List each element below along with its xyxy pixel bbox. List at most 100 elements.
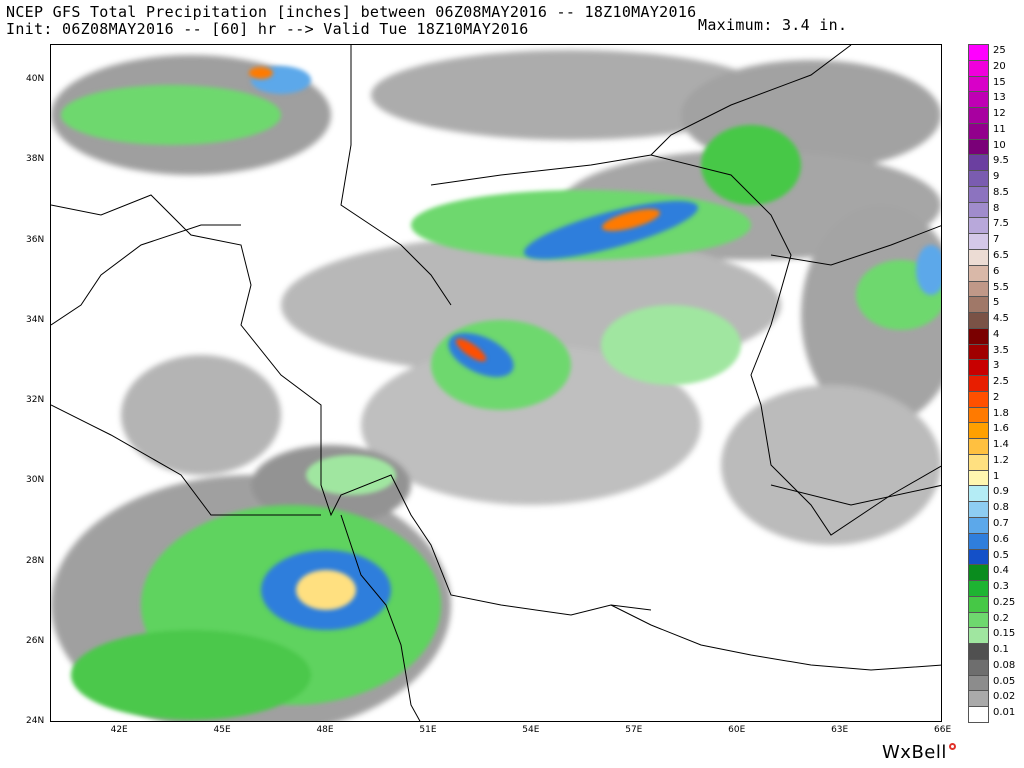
legend-swatch <box>968 690 989 708</box>
legend-swatch <box>968 217 989 235</box>
legend-swatch <box>968 706 989 723</box>
legend-label: 0.7 <box>993 518 1009 530</box>
legend-label: 0.2 <box>993 612 1009 624</box>
legend-swatch <box>968 422 989 440</box>
legend-swatch <box>968 44 989 61</box>
legend-label: 7 <box>993 234 1000 246</box>
legend-label: 4.5 <box>993 313 1009 325</box>
legend-swatch <box>968 674 989 692</box>
lat-tick-label: 30N <box>26 475 45 486</box>
legend-label: 0.08 <box>993 659 1016 671</box>
lat-tick-label: 26N <box>26 635 45 646</box>
legend-label: 1.8 <box>993 407 1009 419</box>
wxbell-logo: WxBell <box>882 742 956 763</box>
legend-swatch <box>968 154 989 172</box>
legend-swatch <box>968 438 989 455</box>
legend-label: 0.5 <box>993 549 1009 561</box>
legend-label: 5.5 <box>993 281 1009 293</box>
legend-label: 1.6 <box>993 423 1009 435</box>
legend-swatch <box>968 643 989 660</box>
legend-swatch <box>968 75 989 93</box>
legend-label: 6.5 <box>993 249 1009 261</box>
legend-label: 0.01 <box>993 707 1016 719</box>
legend-label: 5 <box>993 297 1000 309</box>
lat-tick-label: 40N <box>26 74 45 85</box>
lon-tick-label: 63E <box>831 725 849 735</box>
legend-label: 15 <box>993 76 1006 88</box>
legend-label: 10 <box>993 139 1006 151</box>
maximum-value: Maximum: 3.4 in. <box>698 16 848 34</box>
legend-swatch <box>968 469 989 487</box>
legend-swatch <box>968 59 989 77</box>
legend-swatch <box>968 359 989 377</box>
lat-tick-label: 34N <box>26 314 45 325</box>
lon-tick-label: 42E <box>110 725 128 735</box>
lat-tick-label: 38N <box>26 154 45 165</box>
legend-swatch <box>968 248 989 266</box>
legend-swatch <box>968 91 989 109</box>
legend-label: 0.05 <box>993 675 1016 687</box>
legend-label: 0.3 <box>993 581 1009 593</box>
legend-swatch <box>968 201 989 219</box>
legend-label: 1.2 <box>993 454 1009 466</box>
logo-text: WxBell <box>882 742 947 763</box>
legend-swatch <box>968 107 989 124</box>
legend-label: 25 <box>993 45 1006 56</box>
legend-label: 0.9 <box>993 486 1009 498</box>
lon-tick-label: 48E <box>316 725 334 735</box>
legend-label: 0.1 <box>993 644 1009 656</box>
legend-swatch <box>968 280 989 298</box>
country-borders <box>51 45 941 721</box>
legend-swatch <box>968 406 989 424</box>
logo-dot-icon <box>948 743 956 750</box>
lon-tick-label: 51E <box>419 725 437 735</box>
legend-swatch <box>968 170 989 187</box>
legend-label: 20 <box>993 60 1006 72</box>
legend-swatch <box>968 296 989 314</box>
legend-label: 0.15 <box>993 628 1016 640</box>
legend-label: 0.6 <box>993 533 1009 545</box>
lat-tick-label: 36N <box>26 234 45 245</box>
legend-swatch <box>968 517 989 534</box>
lon-tick-label: 66E <box>934 725 952 735</box>
legend-swatch <box>968 611 989 629</box>
chart-subtitle: Init: 06Z08MAY2016 -- [60] hr --> Valid … <box>6 20 529 38</box>
legend-label: 11 <box>993 123 1006 135</box>
legend-swatch <box>968 233 989 250</box>
legend-swatch <box>968 501 989 519</box>
legend-swatch <box>968 532 989 550</box>
legend-swatch <box>968 564 989 582</box>
precip-peak <box>249 67 661 610</box>
legend-label: 3 <box>993 360 1000 372</box>
legend-swatch <box>968 548 989 566</box>
legend-swatch <box>968 453 989 471</box>
legend-swatch <box>968 627 989 645</box>
legend-swatch <box>968 390 989 408</box>
legend-label: 0.4 <box>993 565 1009 577</box>
precipitation-map <box>50 44 942 722</box>
legend-label: 13 <box>993 92 1006 104</box>
legend-swatch <box>968 595 989 613</box>
lon-tick-label: 45E <box>213 725 231 735</box>
legend-label: 9 <box>993 171 1000 183</box>
legend-label: 9.5 <box>993 155 1009 167</box>
legend-swatch <box>968 343 989 361</box>
legend-swatch <box>968 138 989 156</box>
legend-label: 2.5 <box>993 376 1009 388</box>
legend-label: 1.4 <box>993 439 1009 451</box>
legend-swatch <box>968 264 989 282</box>
lon-tick-label: 54E <box>522 725 540 735</box>
legend-label: 6 <box>993 265 1000 277</box>
lat-tick-label: 32N <box>26 395 45 406</box>
lat-tick-label: 24N <box>26 716 45 726</box>
legend-label: 1 <box>993 470 1000 482</box>
legend-swatch <box>968 375 989 392</box>
lon-tick-label: 57E <box>625 725 643 735</box>
legend-label: 7.5 <box>993 218 1009 230</box>
legend-swatch <box>968 122 989 140</box>
legend-label: 2 <box>993 391 1000 403</box>
map-canvas <box>51 45 941 721</box>
legend-label: 0.02 <box>993 691 1016 703</box>
legend-label: 8 <box>993 202 1000 214</box>
lat-tick-label: 28N <box>26 555 45 566</box>
